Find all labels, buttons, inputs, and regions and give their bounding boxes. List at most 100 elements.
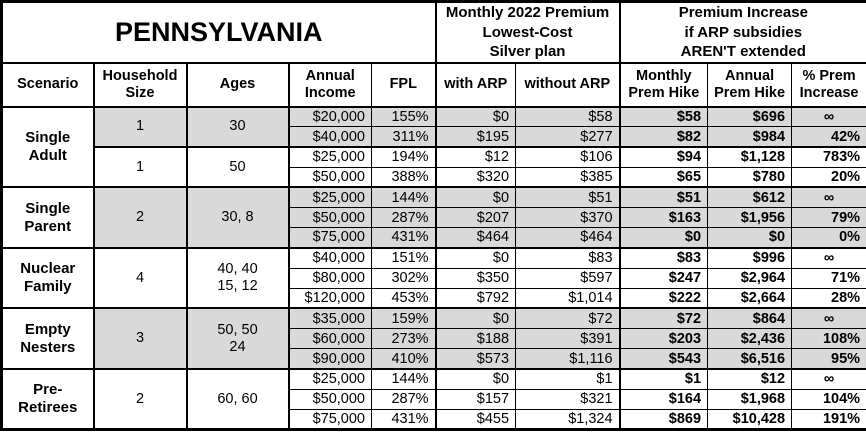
- ages-cell: 50: [185, 145, 289, 188]
- table-row: Empty Nesters 3 50, 50 24 $35,000 159% $…: [1, 307, 866, 370]
- annual-hike-cell: $6,516: [707, 348, 793, 370]
- income-cell: $35,000: [287, 307, 372, 330]
- annual-hike-cell: $2,664: [707, 287, 793, 309]
- annual-hike-cell: $1,128: [707, 145, 793, 168]
- col-header-pct-prem-increase: % Prem Increase: [791, 62, 866, 108]
- monthly-hike-cell: $543: [618, 348, 709, 370]
- income-cell: $75,000: [287, 408, 372, 431]
- pct-increase-cell: ∞: [791, 105, 866, 128]
- monthly-hike-cell: $163: [618, 206, 709, 229]
- fpl-cell: 287%: [370, 388, 437, 410]
- with-arp-cell: $207: [434, 206, 517, 229]
- with-arp-cell: $464: [434, 227, 517, 249]
- pct-increase-cell: 108%: [791, 328, 866, 350]
- col-header-ages: Ages: [185, 62, 289, 108]
- col-header-with-arp: with ARP: [434, 62, 517, 108]
- with-arp-cell: $0: [434, 367, 517, 390]
- table-row: $60,000 273% $188 $391 $203 $2,436 108%: [2, 328, 866, 350]
- monthly-hike-cell: $82: [618, 126, 709, 148]
- col-header-annual-prem-hike: Annual Prem Hike: [707, 62, 793, 108]
- table-row: Nuclear Family 4 40, 40 15, 12 $40,000 1…: [1, 246, 866, 309]
- annual-hike-cell: $0: [707, 227, 793, 249]
- fpl-cell: 144%: [370, 367, 437, 390]
- monthly-hike-cell: $164: [618, 388, 709, 410]
- monthly-hike-cell: $869: [618, 408, 709, 431]
- without-arp-cell: $370: [515, 206, 621, 229]
- without-arp-cell: $321: [515, 388, 621, 410]
- income-cell: $75,000: [287, 227, 372, 249]
- ages-cell: 50, 50 24: [185, 307, 289, 370]
- annual-hike-cell: $984: [707, 126, 793, 148]
- income-cell: $40,000: [287, 126, 372, 148]
- pct-increase-cell: ∞: [791, 246, 866, 269]
- pct-increase-cell: ∞: [791, 307, 866, 330]
- table-row: Single Adult 1 30 $20,000 155% $0 $58 $5…: [1, 105, 866, 188]
- income-cell: $60,000: [287, 328, 372, 350]
- income-cell: $20,000: [287, 105, 372, 128]
- monthly-hike-cell: $222: [618, 287, 709, 309]
- with-arp-cell: $157: [434, 388, 517, 410]
- pct-increase-cell: ∞: [791, 367, 866, 390]
- with-arp-cell: $320: [434, 166, 517, 188]
- household-cell: 3: [92, 307, 187, 370]
- income-cell: $50,000: [287, 388, 372, 410]
- income-cell: $25,000: [287, 186, 372, 208]
- annual-hike-cell: $612: [707, 186, 793, 208]
- pct-increase-cell: ∞: [791, 186, 866, 208]
- income-cell: $40,000: [287, 246, 372, 269]
- fpl-cell: 273%: [370, 328, 437, 350]
- pct-increase-cell: 104%: [791, 388, 866, 410]
- ages-cell: 60, 60: [185, 367, 289, 430]
- table-row: $90,000 410% $573 $1,116 $543 $6,516 95%: [2, 348, 866, 370]
- fpl-cell: 388%: [370, 166, 437, 188]
- monthly-hike-cell: $51: [618, 186, 709, 208]
- income-cell: $25,000: [287, 367, 372, 390]
- with-arp-cell: $188: [434, 328, 517, 350]
- monthly-hike-cell: $65: [618, 166, 709, 188]
- monthly-hike-cell: $247: [618, 267, 709, 289]
- table-row: 1 50 $25,000 194% $12 $106 $94 $1,128 78…: [2, 145, 866, 188]
- table-row: $75,000 431% $455 $1,324 $869 $10,428 19…: [2, 408, 866, 431]
- income-cell: $90,000: [287, 348, 372, 370]
- household-cell: 1: [92, 105, 187, 148]
- fpl-cell: 431%: [370, 408, 437, 431]
- annual-hike-cell: $996: [707, 246, 793, 269]
- without-arp-cell: $83: [515, 246, 621, 269]
- top-header-row: PENNSYLVANIA Monthly 2022 Premium Lowest…: [0, 1, 866, 64]
- household-cell: 4: [92, 246, 187, 309]
- without-arp-cell: $1,116: [515, 348, 621, 370]
- pct-increase-cell: 42%: [791, 126, 866, 148]
- fpl-cell: 410%: [370, 348, 437, 370]
- ages-cell: 30: [185, 105, 289, 148]
- annual-hike-cell: $1,968: [707, 388, 793, 410]
- annual-hike-cell: $2,436: [707, 328, 793, 350]
- state-title: PENNSYLVANIA: [0, 1, 437, 64]
- pct-increase-cell: 71%: [791, 267, 866, 289]
- table-row: Pre- Retirees 2 60, 60 $25,000 144% $0 $…: [1, 367, 866, 430]
- without-arp-cell: $1: [515, 367, 621, 390]
- income-cell: $120,000: [287, 287, 372, 309]
- with-arp-cell: $0: [434, 307, 517, 330]
- annual-hike-cell: $1,956: [707, 206, 793, 229]
- with-arp-cell: $12: [434, 145, 517, 168]
- household-cell: 1: [92, 145, 187, 188]
- monthly-hike-cell: $83: [618, 246, 709, 269]
- without-arp-cell: $106: [515, 145, 621, 168]
- monthly-hike-cell: $72: [618, 307, 709, 330]
- with-arp-cell: $195: [434, 126, 517, 148]
- table-row: $50,000 287% $207 $370 $163 $1,956 79%: [2, 206, 866, 229]
- income-cell: $50,000: [287, 166, 372, 188]
- fpl-cell: 155%: [370, 105, 437, 128]
- with-arp-cell: $0: [434, 105, 517, 128]
- fpl-cell: 453%: [370, 287, 437, 309]
- with-arp-cell: $573: [434, 348, 517, 370]
- fpl-cell: 311%: [370, 126, 437, 148]
- pct-increase-cell: 79%: [791, 206, 866, 229]
- without-arp-cell: $277: [515, 126, 621, 148]
- table-row: $40,000 311% $195 $277 $82 $984 42%: [2, 126, 866, 148]
- increase-section-header: Premium Increase if ARP subsidies AREN'T…: [618, 1, 866, 64]
- pct-increase-cell: 95%: [791, 348, 866, 370]
- annual-hike-cell: $2,964: [707, 267, 793, 289]
